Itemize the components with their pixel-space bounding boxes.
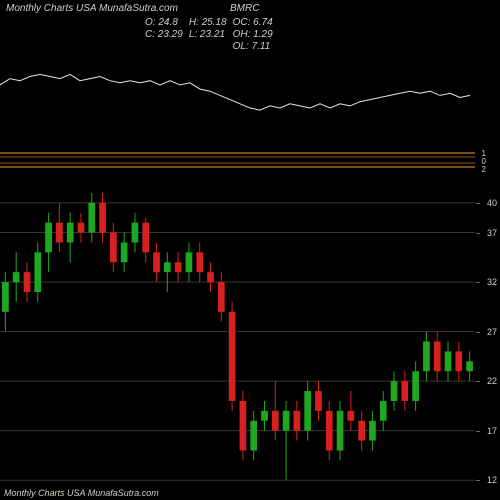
y-axis-label: 40 — [487, 198, 497, 208]
stat-value: OC: 6.74 — [233, 17, 273, 28]
y-axis-label: 12 — [487, 475, 497, 485]
candlestick-chart — [0, 183, 475, 500]
chart-header: Monthly Charts USA MunafaSutra.com BMRC … — [0, 0, 500, 45]
y-axis-label: 27 — [487, 327, 497, 337]
watermark: Monthly Charts USA MunafaSutra.com — [4, 488, 159, 498]
stat-value: OL: 7.11 — [233, 41, 273, 52]
stat-value: OH: 1.29 — [233, 29, 273, 40]
y-axis: 10212172227323740 — [475, 0, 500, 500]
y-axis-label: 17 — [487, 426, 497, 436]
stat-value: C: 23.29 — [145, 29, 183, 40]
ticker-symbol: BMRC — [230, 3, 259, 14]
indicator-line-chart — [0, 45, 475, 150]
stat-value: O: 24.8 — [145, 17, 183, 28]
y-axis-label: 32 — [487, 277, 497, 287]
chart-container: Monthly Charts USA MunafaSutra.com BMRC … — [0, 0, 500, 500]
chart-title: Monthly Charts USA MunafaSutra.com — [6, 3, 178, 14]
volume-band — [0, 150, 475, 170]
stat-value: L: 23.21 — [189, 29, 227, 40]
ohlc-stats: O: 24.8C: 23.29 H: 25.18L: 23.21 OC: 6.7… — [145, 17, 273, 52]
band-axis-label: 2 — [482, 166, 486, 174]
y-axis-label: 37 — [487, 228, 497, 238]
y-axis-label: 22 — [487, 376, 497, 386]
stat-value: H: 25.18 — [189, 17, 227, 28]
